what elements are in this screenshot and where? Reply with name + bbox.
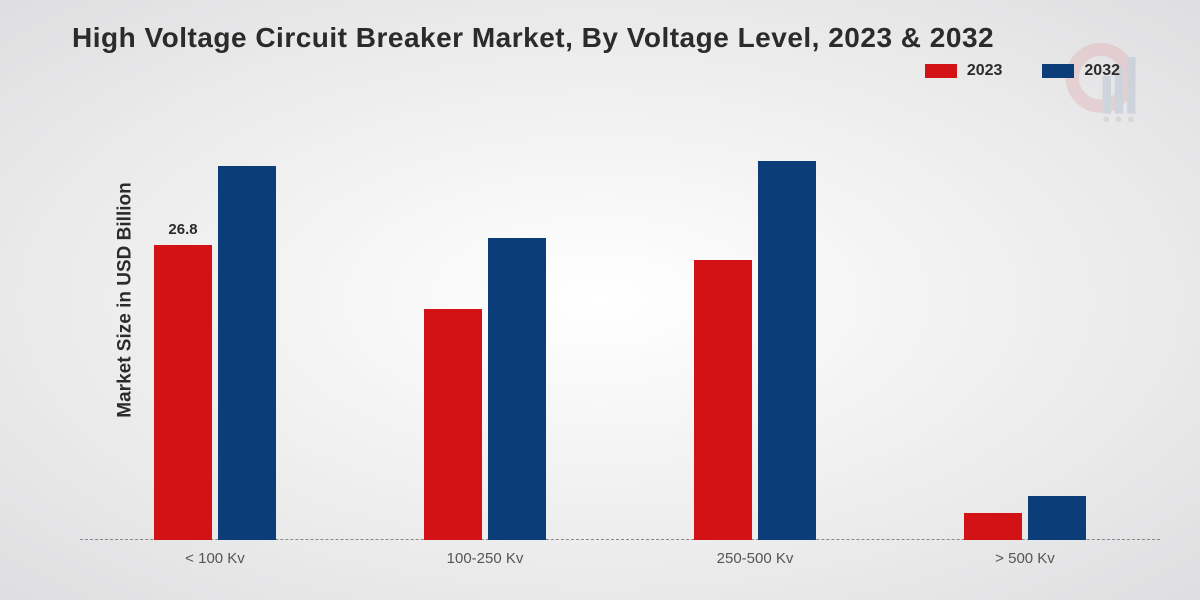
plot-area: 26.8< 100 Kv100-250 Kv250-500 Kv> 500 Kv [80, 100, 1160, 540]
legend-swatch-2032 [1042, 64, 1074, 78]
legend-label-2023: 2023 [967, 62, 1003, 80]
bar-2032 [218, 166, 276, 540]
x-tick-label: < 100 Kv [185, 550, 245, 567]
legend-item-2032: 2032 [1042, 62, 1120, 80]
bar-2032 [1028, 496, 1086, 540]
legend: 2023 2032 [925, 62, 1120, 80]
chart-title: High Voltage Circuit Breaker Market, By … [72, 22, 994, 54]
bar-2023 [424, 309, 482, 540]
legend-label-2032: 2032 [1084, 62, 1120, 80]
bar-value-label: 26.8 [168, 221, 197, 238]
legend-item-2023: 2023 [925, 62, 1003, 80]
bar-2023 [694, 260, 752, 541]
bar-group: 100-250 Kv [350, 100, 620, 540]
bar-groups: 26.8< 100 Kv100-250 Kv250-500 Kv> 500 Kv [80, 100, 1160, 540]
chart-container: High Voltage Circuit Breaker Market, By … [0, 0, 1200, 600]
x-tick-label: > 500 Kv [995, 550, 1055, 567]
x-tick-label: 100-250 Kv [447, 550, 524, 567]
bar-2023 [964, 513, 1022, 541]
x-tick-label: 250-500 Kv [717, 550, 794, 567]
bar-group: > 500 Kv [890, 100, 1160, 540]
legend-swatch-2023 [925, 64, 957, 78]
bar-group: 26.8< 100 Kv [80, 100, 350, 540]
bar-group: 250-500 Kv [620, 100, 890, 540]
bar-2023: 26.8 [154, 245, 212, 540]
bar-2032 [488, 238, 546, 541]
bar-2032 [758, 161, 816, 541]
